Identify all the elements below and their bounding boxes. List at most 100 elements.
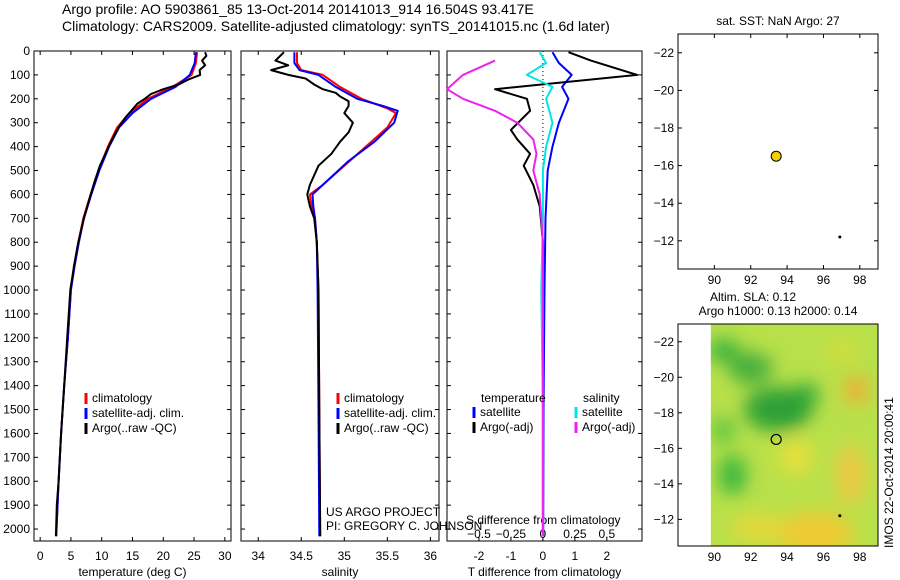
diff-series-0 xyxy=(542,51,573,537)
diff-series-3 xyxy=(446,59,544,537)
secondary-point xyxy=(838,235,842,239)
header-line-1: Argo profile: AO 5903861_85 13-Oct-2014 … xyxy=(62,1,534,17)
temperature-plot-frame xyxy=(33,50,232,542)
heatmap-cell xyxy=(844,375,869,404)
argo-position-marker-sla xyxy=(770,433,782,446)
depth-tick-label: 500 xyxy=(10,164,30,178)
heatmap-cell xyxy=(823,340,860,361)
depth-tick-label: 1400 xyxy=(3,379,30,393)
sal-series-2 xyxy=(270,51,354,537)
sla-lat-label: −22 xyxy=(654,335,675,349)
sla-map-subtitle: Argo h1000: 0.13 h2000: 0.14 xyxy=(699,304,858,318)
sla-lat-label: −18 xyxy=(654,406,675,420)
salinity-plot-frame xyxy=(240,50,440,542)
heatmap-cell xyxy=(728,352,773,385)
sst-lat-label: −14 xyxy=(654,196,675,210)
sst-map-frame xyxy=(677,33,879,270)
diff-series-1 xyxy=(494,51,639,537)
sst-lon-label: 94 xyxy=(780,273,794,287)
legend-title-salinity: salinity xyxy=(583,391,620,405)
depth-tick-label: 400 xyxy=(10,140,30,154)
temp-xlabel: temperature (deg C) xyxy=(78,565,186,579)
sla-lon-label: 92 xyxy=(744,550,758,564)
sal-xtick-label: 35.5 xyxy=(376,549,400,563)
temp-diff-tick-label: 1 xyxy=(572,549,579,563)
pi-annotation: PI: GREGORY C. JOHNSON xyxy=(326,519,482,533)
sst-map-title: sat. SST: NaN Argo: 27 xyxy=(716,14,840,28)
temp-diff-tick-label: 2 xyxy=(603,549,610,563)
imos-timestamp: IMOS 22-Oct-2014 20:00:41 xyxy=(882,397,896,548)
temp-series-2 xyxy=(54,51,208,537)
sst-lat-label: −16 xyxy=(654,159,675,173)
heatmap-blobs xyxy=(710,338,869,546)
sal-xlabel: salinity xyxy=(322,565,359,579)
diff-sal-legend-label: satellite xyxy=(582,405,623,419)
heatmap-cell xyxy=(711,416,736,445)
sla-map-frame xyxy=(677,323,879,547)
sal-diff-tick-label: −0.25 xyxy=(496,527,527,541)
depth-tick-label: 1500 xyxy=(3,403,30,417)
sal-series-1 xyxy=(293,52,399,537)
temp-xtick-label: 30 xyxy=(218,549,232,563)
header-line-2: Climatology: CARS2009. Satellite-adjuste… xyxy=(62,18,610,34)
depth-tick-label: 2000 xyxy=(3,522,30,536)
sst-lat-label: −12 xyxy=(654,234,675,248)
sal-xtick-label: 34.5 xyxy=(290,549,314,563)
diff-temp-legend-label: satellite xyxy=(480,405,521,419)
depth-tick-label: 300 xyxy=(10,116,30,130)
heatmap-cell xyxy=(718,454,747,495)
depth-tick-label: 1800 xyxy=(3,474,30,488)
depth-tick-label: 1300 xyxy=(3,355,30,369)
depth-tick-label: 900 xyxy=(10,259,30,273)
depth-tick-label: 1600 xyxy=(3,426,30,440)
temp-diff-tick-label: -1 xyxy=(506,549,517,563)
sal-diff-tick-label: −0.5 xyxy=(467,527,491,541)
sla-lat-label: −14 xyxy=(654,477,675,491)
sla-lat-label: −20 xyxy=(654,370,675,384)
temp-xtick-label: 10 xyxy=(95,549,109,563)
depth-tick-label: 700 xyxy=(10,211,30,225)
temp-xtick-label: 5 xyxy=(68,549,75,563)
argo-position-marker xyxy=(770,150,782,162)
temp-xtick-label: 25 xyxy=(187,549,201,563)
temp-legend-label: climatology xyxy=(92,391,152,405)
temp-xtick-label: 20 xyxy=(157,549,171,563)
heatmap-cell xyxy=(791,383,820,408)
temp-legend-label: satellite-adj. clim. xyxy=(92,406,184,420)
depth-tick-label: 1200 xyxy=(3,331,30,345)
temp-xtick-label: 15 xyxy=(126,549,140,563)
temp-diff-xlabel: T difference from climatology xyxy=(468,565,622,579)
sla-heatmap xyxy=(710,324,878,546)
sst-lon-label: 98 xyxy=(853,273,867,287)
sal-legend-label: climatology xyxy=(344,391,404,405)
temp-legend-label: Argo(..raw -QC) xyxy=(92,421,177,435)
sal-xtick-label: 34 xyxy=(252,549,266,563)
sst-lon-label: 90 xyxy=(708,273,722,287)
sla-map-title: Altim. SLA: 0.12 xyxy=(710,290,796,304)
depth-tick-label: 1700 xyxy=(3,450,30,464)
sla-lon-label: 96 xyxy=(817,550,831,564)
sla-lon-label: 90 xyxy=(708,550,722,564)
heatmap-cell xyxy=(834,444,867,505)
sal-xtick-label: 35 xyxy=(338,549,352,563)
diff-temp-legend-label: Argo(-adj) xyxy=(480,420,533,434)
heatmap-cell xyxy=(729,514,790,543)
sal-diff-tick-label: 0.25 xyxy=(563,527,587,541)
difference-plot-frame xyxy=(446,50,643,542)
temp-series-1 xyxy=(55,52,197,537)
temp-diff-tick-label: -2 xyxy=(474,549,485,563)
depth-tick-label: 600 xyxy=(10,187,30,201)
depth-tick-label: 100 xyxy=(10,68,30,82)
depth-tick-label: 200 xyxy=(10,92,30,106)
sst-lon-label: 96 xyxy=(817,273,831,287)
heatmap-cell xyxy=(710,338,740,363)
secondary-point-sla xyxy=(838,514,842,518)
sst-lat-label: −22 xyxy=(654,46,675,60)
sst-lon-label: 92 xyxy=(744,273,758,287)
sla-lon-label: 94 xyxy=(780,550,794,564)
depth-tick-label: 1000 xyxy=(3,283,30,297)
temp-diff-tick-label: 0 xyxy=(540,549,547,563)
depth-tick-label: 1900 xyxy=(3,498,30,512)
heatmap-cell xyxy=(774,511,855,546)
